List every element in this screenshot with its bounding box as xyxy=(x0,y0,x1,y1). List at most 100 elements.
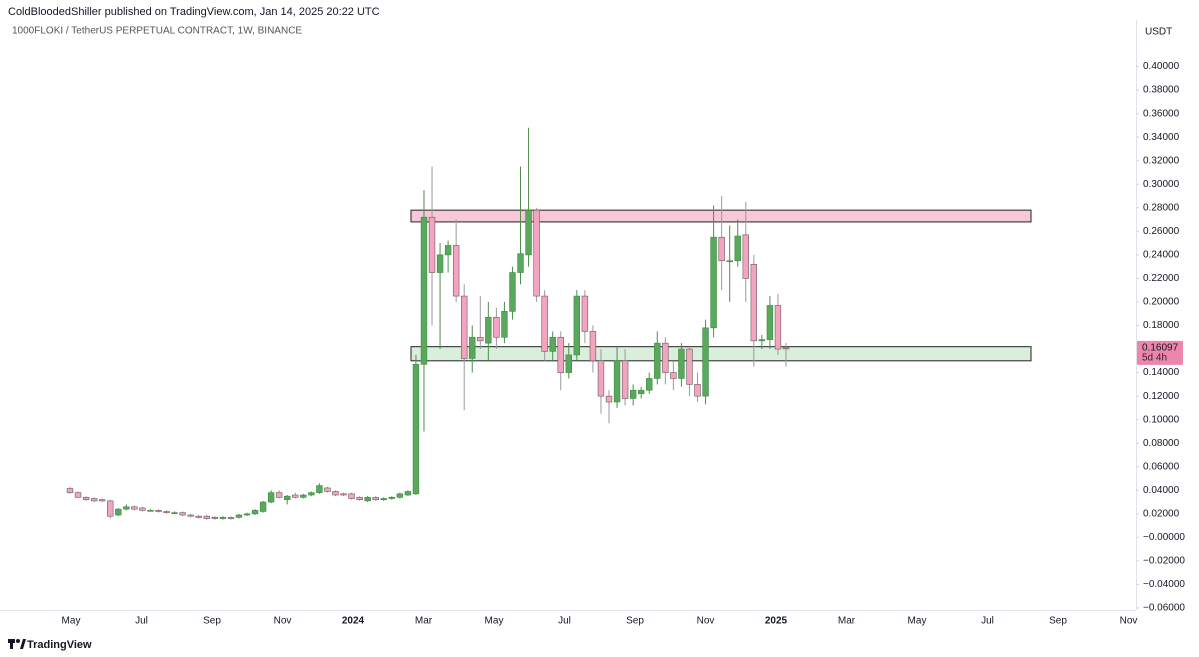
candle-body xyxy=(340,493,347,496)
candle-body xyxy=(171,512,178,514)
candle-body xyxy=(211,517,219,519)
x-tick-label: Jul xyxy=(981,616,994,627)
candle-body xyxy=(605,395,613,403)
candle-body xyxy=(243,513,251,516)
candle-body xyxy=(90,498,98,502)
candle-body xyxy=(461,295,468,359)
candle-body xyxy=(332,491,339,496)
candle-body xyxy=(750,263,758,342)
candles xyxy=(66,127,790,520)
candle-body xyxy=(404,491,412,496)
y-tick-label: 0.30000 xyxy=(1143,179,1180,190)
candle-body xyxy=(74,492,82,498)
y-tick-label: −0.06000 xyxy=(1143,603,1185,614)
candle-body xyxy=(637,389,645,395)
candle-body xyxy=(147,510,154,512)
candle-body xyxy=(308,492,315,496)
x-tick-label: Nov xyxy=(274,616,292,627)
logo-part xyxy=(16,639,20,643)
candle-body xyxy=(348,493,355,499)
brand: TradingView xyxy=(8,639,92,651)
candle-body xyxy=(259,501,267,512)
candle-body xyxy=(517,253,524,273)
candle-body xyxy=(774,305,782,350)
y-tick-label: −0.04000 xyxy=(1143,579,1185,590)
x-tick-label: Nov xyxy=(697,616,715,627)
candle-body xyxy=(356,497,363,501)
candle-body xyxy=(654,342,661,379)
y-tick-label: 0.08000 xyxy=(1143,438,1180,449)
candle-body xyxy=(396,493,404,498)
candle-body xyxy=(420,216,428,365)
candle-body xyxy=(82,497,90,501)
x-tick-label: Jul xyxy=(558,616,571,627)
candle-body xyxy=(525,209,532,256)
candle-body xyxy=(726,260,733,263)
candle-body xyxy=(501,311,508,338)
y-tick-label: −0.00000 xyxy=(1143,532,1185,543)
x-tick-label: May xyxy=(908,616,927,627)
currency-label: USDT xyxy=(1145,27,1172,38)
y-tick-label: −0.02000 xyxy=(1143,556,1185,567)
candle-body xyxy=(477,336,484,342)
zone xyxy=(410,346,1032,362)
candle-body xyxy=(203,515,210,519)
x-tick-label: Sep xyxy=(1049,616,1067,627)
candle-body xyxy=(452,245,460,297)
candle-body xyxy=(324,487,331,492)
candle-body xyxy=(300,494,307,498)
y-tick-label: 0.32000 xyxy=(1143,155,1180,166)
last-price: 0.16097 xyxy=(1142,343,1179,354)
candle-body xyxy=(251,510,259,515)
candle-body xyxy=(115,508,122,516)
candle-body xyxy=(589,331,597,362)
countdown: 5d 4h xyxy=(1142,353,1167,364)
candle-body xyxy=(581,295,589,332)
y-tick-label: 0.18000 xyxy=(1143,320,1180,331)
y-tick-label: 0.28000 xyxy=(1143,202,1180,213)
y-tick-label: 0.34000 xyxy=(1143,132,1180,143)
x-tick-label: Mar xyxy=(838,616,856,627)
candle-body xyxy=(372,497,379,501)
candle-body xyxy=(710,236,717,329)
candle-body xyxy=(694,384,701,397)
candle-body xyxy=(163,511,170,513)
candle-body xyxy=(284,495,291,501)
candle-body xyxy=(549,336,556,352)
candle-body xyxy=(469,336,476,359)
y-tick-label: 0.36000 xyxy=(1143,108,1180,119)
x-tick-label: Jul xyxy=(135,616,148,627)
candle-body xyxy=(662,342,669,373)
candle-body xyxy=(155,510,162,512)
candle-body xyxy=(742,234,749,279)
candle-body xyxy=(316,485,323,493)
candle-body xyxy=(565,354,572,373)
candle-body xyxy=(292,494,299,498)
candle-body xyxy=(380,498,387,501)
candle-body xyxy=(412,364,420,495)
zone xyxy=(410,209,1032,223)
y-tick-label: 0.24000 xyxy=(1143,250,1180,261)
candle-body xyxy=(678,348,685,379)
logo-part xyxy=(10,643,13,649)
candle-body xyxy=(597,360,605,397)
candle-body xyxy=(388,497,395,499)
x-tick-label: May xyxy=(485,616,504,627)
candle-body xyxy=(485,316,492,344)
candle-body xyxy=(131,506,138,510)
x-tick-label: 2025 xyxy=(765,616,788,627)
y-tick-label: 0.04000 xyxy=(1143,485,1180,496)
candle-body xyxy=(267,492,275,503)
candle-body xyxy=(686,348,693,385)
candle-body xyxy=(364,497,371,502)
candle-body xyxy=(275,492,283,498)
x-tick-label: Sep xyxy=(203,616,221,627)
candle-body xyxy=(195,515,202,518)
candle-body xyxy=(493,316,500,338)
candle-body xyxy=(66,488,74,493)
publisher-line: ColdBloodedShiller published on TradingV… xyxy=(8,6,380,18)
candle-body xyxy=(139,507,146,511)
candle-body xyxy=(107,500,114,517)
candle-body xyxy=(235,514,243,518)
